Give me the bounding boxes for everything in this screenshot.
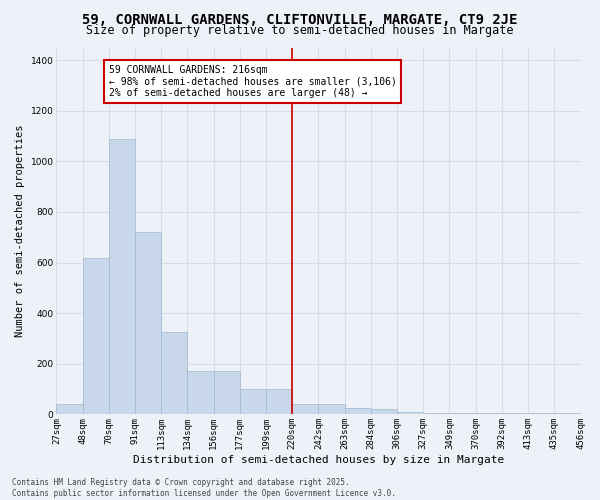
Bar <box>528 413 554 414</box>
Bar <box>292 404 319 414</box>
Bar <box>449 413 476 414</box>
Bar <box>83 258 109 414</box>
Bar <box>319 404 344 414</box>
Bar <box>109 138 135 414</box>
Text: Contains HM Land Registry data © Crown copyright and database right 2025.
Contai: Contains HM Land Registry data © Crown c… <box>12 478 396 498</box>
Bar <box>214 372 240 414</box>
Bar <box>56 404 83 414</box>
Bar <box>397 412 423 414</box>
X-axis label: Distribution of semi-detached houses by size in Margate: Distribution of semi-detached houses by … <box>133 455 504 465</box>
Bar <box>423 413 449 414</box>
Bar <box>371 410 397 414</box>
Bar <box>240 389 266 414</box>
Bar <box>344 408 371 414</box>
Bar <box>266 389 292 414</box>
Text: Size of property relative to semi-detached houses in Margate: Size of property relative to semi-detach… <box>86 24 514 37</box>
Bar <box>135 232 161 414</box>
Bar <box>161 332 187 414</box>
Y-axis label: Number of semi-detached properties: Number of semi-detached properties <box>15 124 25 337</box>
Text: 59, CORNWALL GARDENS, CLIFTONVILLE, MARGATE, CT9 2JE: 59, CORNWALL GARDENS, CLIFTONVILLE, MARG… <box>82 12 518 26</box>
Bar <box>476 413 502 414</box>
Bar <box>554 413 581 414</box>
Text: 59 CORNWALL GARDENS: 216sqm
← 98% of semi-detached houses are smaller (3,106)
2%: 59 CORNWALL GARDENS: 216sqm ← 98% of sem… <box>109 65 397 98</box>
Bar <box>187 372 214 414</box>
Bar <box>502 413 528 414</box>
